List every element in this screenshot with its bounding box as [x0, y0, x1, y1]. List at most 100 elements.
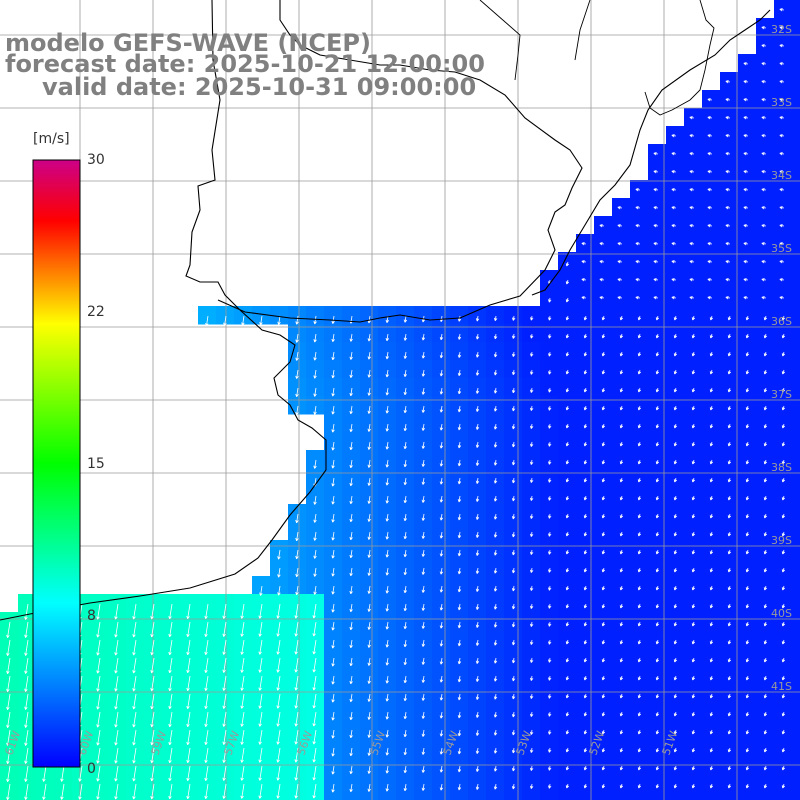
wind-speed-cell — [396, 792, 415, 800]
wind-arrow — [312, 657, 317, 673]
wind-arrow — [655, 765, 660, 771]
wind-speed-cell — [558, 360, 577, 379]
wind-arrow — [331, 423, 335, 433]
wind-speed-cell — [288, 702, 307, 721]
wind-arrow — [511, 747, 516, 754]
wind-arrow — [691, 549, 696, 555]
wind-arrow — [439, 477, 444, 485]
wind-arrow — [457, 513, 462, 521]
wind-arrow — [653, 206, 659, 210]
coastline — [0, 0, 771, 621]
wind-arrow — [475, 423, 480, 430]
wind-speed-cell — [540, 558, 559, 577]
wind-arrow — [475, 315, 480, 322]
wind-arrow — [511, 567, 516, 574]
wind-arrow — [761, 152, 767, 156]
wind-arrow — [493, 621, 498, 628]
wind-arrow — [385, 621, 389, 630]
wind-arrow — [779, 152, 785, 156]
wind-speed-cell — [558, 414, 577, 433]
wind-arrow — [583, 459, 588, 465]
wind-speed-cell — [792, 306, 800, 325]
wind-speed-cell — [342, 576, 361, 595]
wind-arrow — [745, 675, 750, 681]
wind-speed-cell — [648, 324, 667, 343]
wind-arrow — [475, 657, 480, 664]
wind-speed-cell — [666, 144, 685, 163]
wind-speed-cell — [522, 432, 541, 451]
wind-speed-cell — [666, 198, 685, 217]
wind-arrow — [493, 549, 498, 556]
wind-arrow — [763, 513, 768, 519]
wind-arrow — [367, 711, 371, 720]
wind-arrow — [619, 513, 624, 519]
wind-speed-cell — [468, 396, 487, 415]
wind-arrow — [745, 495, 750, 501]
wind-arrow — [439, 711, 444, 719]
wind-speed-cell — [486, 360, 505, 379]
wind-arrow — [655, 387, 660, 393]
wind-speed-cell — [756, 666, 775, 685]
wind-speed-cell — [414, 558, 433, 577]
wind-arrow — [222, 639, 227, 655]
wind-speed-cell — [198, 774, 217, 793]
wind-arrow — [331, 603, 335, 613]
wind-arrow — [313, 567, 317, 577]
wind-speed-cell — [270, 594, 289, 613]
wind-arrow — [204, 603, 209, 619]
wind-speed-cell — [612, 360, 631, 379]
wind-arrow — [385, 567, 389, 576]
wind-arrow — [691, 351, 696, 357]
wind-arrow — [725, 170, 731, 174]
wind-speed-cell — [378, 522, 397, 541]
wind-arrow — [96, 675, 101, 692]
wind-speed-cell — [594, 648, 613, 667]
wind-arrow — [511, 315, 516, 321]
wind-arrow — [761, 134, 767, 138]
wind-arrow — [565, 315, 570, 321]
wind-arrow — [114, 693, 119, 710]
wind-speed-cell — [666, 738, 685, 757]
wind-speed-cell — [666, 612, 685, 631]
wind-speed-cell — [792, 180, 800, 199]
wind-speed-cell — [594, 378, 613, 397]
wind-speed-cell — [720, 72, 739, 91]
wind-speed-cell — [720, 414, 739, 433]
wind-arrow — [655, 495, 660, 501]
wind-arrow — [331, 531, 335, 541]
wind-speed-cell — [702, 450, 721, 469]
wind-arrow — [331, 549, 335, 559]
wind-arrow — [653, 278, 659, 282]
wind-speed-cell — [774, 522, 793, 541]
wind-speed-cell — [306, 360, 325, 379]
wind-speed-cell — [738, 504, 757, 523]
wind-arrow — [313, 405, 317, 415]
wind-arrow — [619, 585, 624, 591]
wind-speed-cell — [54, 792, 73, 800]
wind-arrow — [691, 477, 696, 483]
wind-speed-cell — [540, 486, 559, 505]
wind-speed-cell — [414, 684, 433, 703]
wind-speed-cell — [576, 540, 595, 559]
wind-speed-cell — [684, 738, 703, 757]
wind-speed-cell — [414, 702, 433, 721]
wind-arrow — [779, 278, 785, 282]
wind-speed-cell — [612, 522, 631, 541]
wind-speed-cell — [306, 342, 325, 361]
wind-arrow — [548, 405, 552, 411]
wind-arrow — [599, 224, 605, 228]
wind-arrow — [493, 351, 498, 358]
wind-speed-cell — [792, 486, 800, 505]
wind-speed-cell — [594, 486, 613, 505]
wind-speed-cell — [774, 162, 793, 181]
wind-speed-cell — [540, 522, 559, 541]
wind-arrow — [403, 423, 407, 432]
wind-speed-cell — [504, 576, 523, 595]
wind-arrow — [691, 405, 696, 411]
wind-arrow — [565, 351, 570, 357]
wind-speed-cell — [774, 630, 793, 649]
wind-arrow — [583, 747, 588, 753]
wind-arrow — [312, 603, 317, 619]
wind-arrow — [743, 206, 749, 210]
wind-arrow — [367, 531, 371, 540]
